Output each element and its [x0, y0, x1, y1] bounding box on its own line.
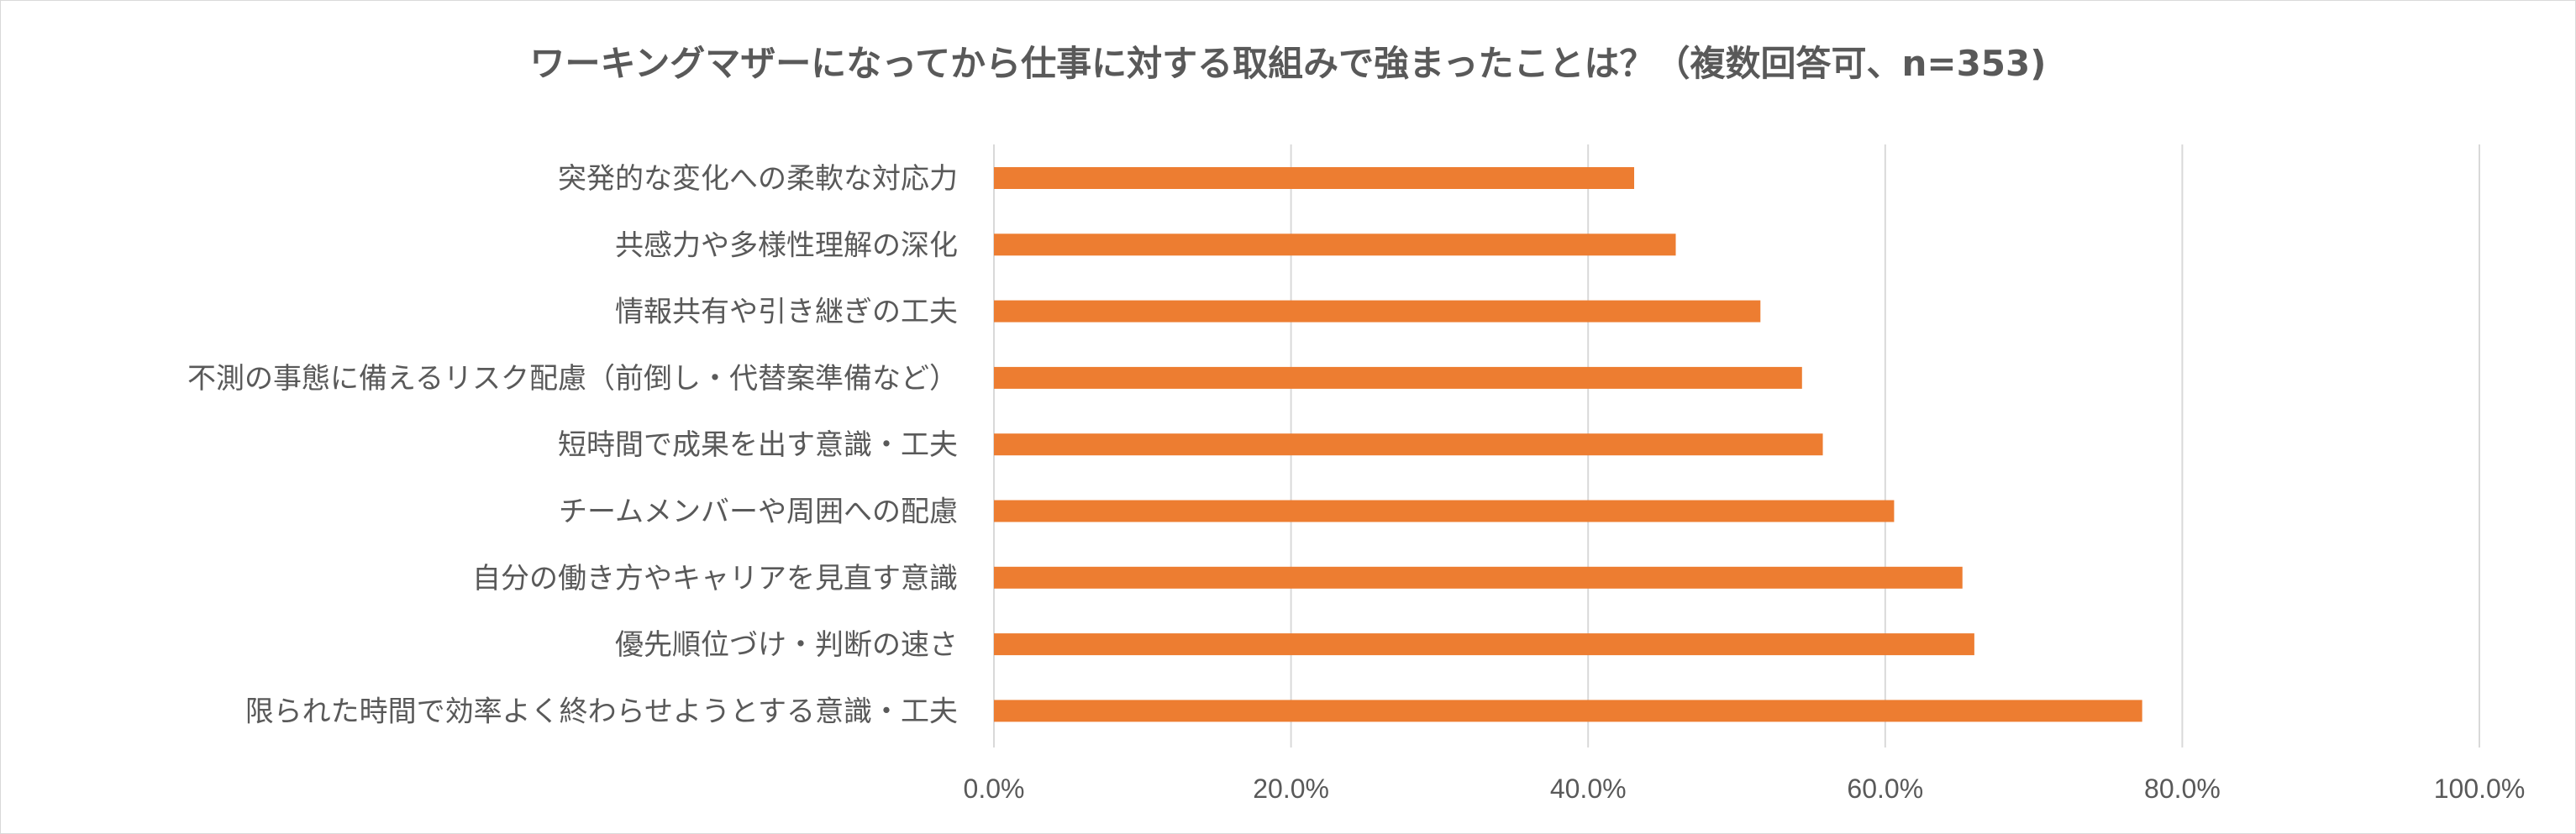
category-label: 情報共有や引き継ぎの工夫 — [615, 296, 958, 329]
category-labels: 突発的な変化への柔軟な対応力共感力や多様性理解の深化情報共有や引き継ぎの工夫不測… — [187, 162, 958, 728]
category-label: 不測の事態に備えるリスク配慮（前倒し・代替案準備など） — [187, 362, 958, 396]
bar — [994, 500, 1895, 522]
category-label: 限られた時間で効率よく終わらせようとする意識・工夫 — [245, 695, 958, 728]
bar — [994, 633, 1974, 656]
bar — [994, 433, 1823, 456]
bars — [994, 167, 2142, 722]
category-label: 自分の働き方やキャリアを見直す意識 — [472, 562, 958, 595]
bar — [994, 167, 1635, 189]
x-tick-label: 100.0% — [2434, 774, 2526, 804]
bar — [994, 300, 1761, 323]
x-tick-label: 60.0% — [1847, 774, 1923, 804]
category-label: チームメンバーや周囲への配慮 — [559, 496, 958, 529]
x-tick-label: 0.0% — [964, 774, 1025, 804]
bar — [994, 366, 1802, 389]
category-label: 優先順位づけ・判断の速さ — [615, 628, 958, 662]
x-tick-label: 40.0% — [1550, 774, 1627, 804]
category-label: 突発的な変化への柔軟な対応力 — [558, 162, 958, 196]
x-tick-label: 20.0% — [1253, 774, 1329, 804]
x-tick-label: 80.0% — [2144, 774, 2221, 804]
bar — [994, 700, 2142, 722]
category-label: 共感力や多様性理解の深化 — [615, 228, 958, 262]
chart-title: ワーキングマザーになってから仕事に対する取組みで強まったことは？（複数回答可、n… — [529, 43, 2047, 84]
bar — [994, 566, 1963, 589]
x-axis-tick-labels: 0.0% 20.0% 40.0% 60.0% 80.0% 100.0% — [964, 774, 2526, 804]
bar — [994, 233, 1676, 256]
category-label: 短時間で成果を出す意識・工夫 — [558, 428, 958, 462]
